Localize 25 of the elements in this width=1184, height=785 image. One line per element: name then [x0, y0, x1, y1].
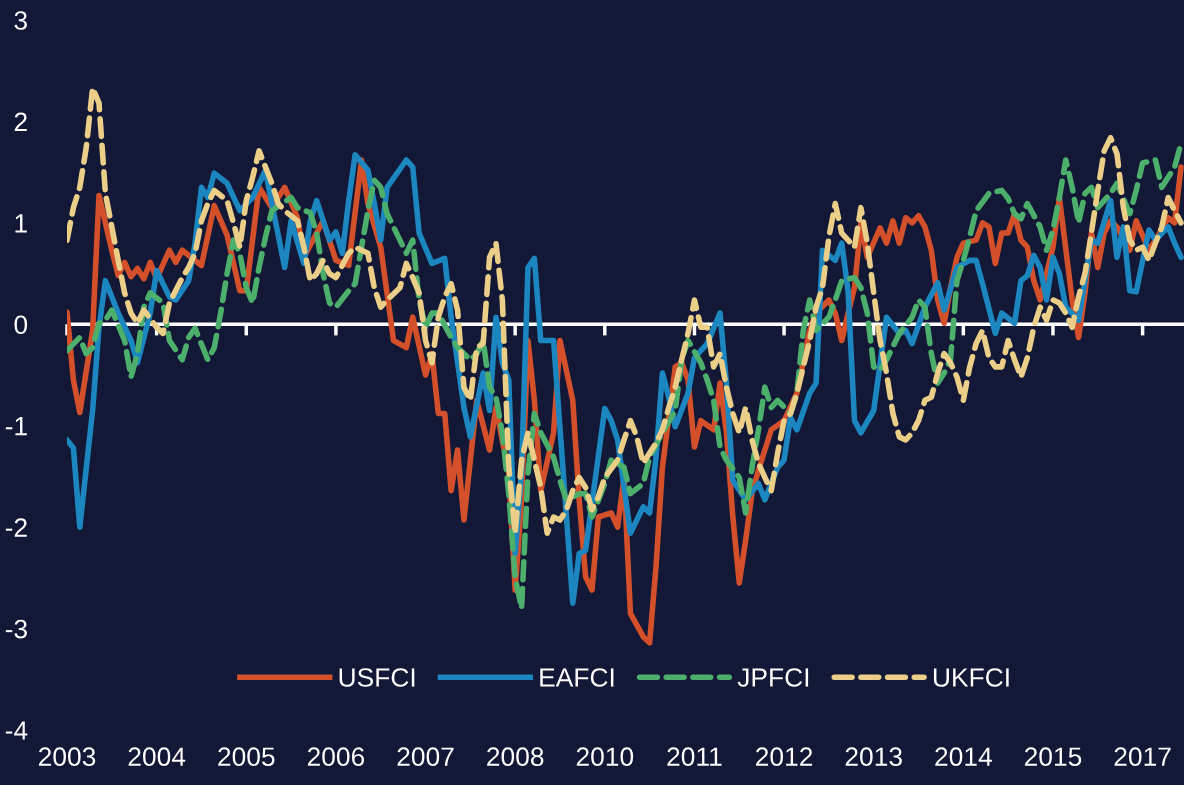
x-tick-label: 2003 [38, 747, 96, 767]
x-tick-label: 2007 [397, 747, 454, 767]
x-tick-label: 2008 [487, 747, 544, 767]
y-tick-label: 1 [15, 214, 27, 233]
x-tick-label: 2012 [756, 747, 813, 767]
x-tick-label: 2017 [1114, 747, 1171, 767]
x-tick-label: 2014 [935, 747, 992, 767]
x-tick-label: 2010 [576, 747, 634, 767]
legend-label: EAFCI [540, 668, 614, 687]
legend-label: UKFCI [933, 668, 1009, 687]
y-tick-label: 2 [14, 112, 27, 131]
y-tick-label: -1 [5, 417, 27, 436]
y-tick-label: 3 [14, 11, 27, 30]
legend-label: USFCI [339, 668, 415, 687]
x-tick-label: 2015 [1024, 747, 1082, 767]
y-tick-label: -4 [5, 721, 28, 740]
y-tick-label: 0 [14, 315, 28, 335]
x-tick-label: 2011 [667, 747, 722, 767]
y-tick-label: -3 [5, 619, 27, 639]
x-tick-label: 2006 [307, 747, 365, 767]
x-tick-label: 2013 [845, 747, 902, 767]
x-tick-label: 2004 [128, 747, 186, 767]
y-tick-label: -2 [5, 518, 27, 537]
x-tick-label: 2005 [218, 747, 275, 767]
legend-label: JPFCI [737, 668, 809, 687]
